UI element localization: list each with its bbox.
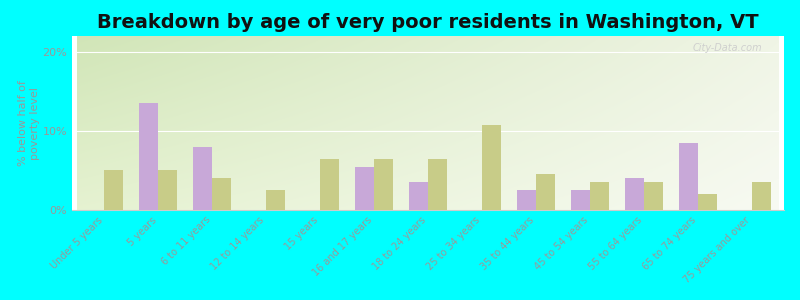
Title: Breakdown by age of very poor residents in Washington, VT: Breakdown by age of very poor residents … [97, 13, 759, 32]
Bar [409, 182, 428, 210]
Bar [139, 103, 158, 210]
Bar [571, 190, 590, 210]
Bar [679, 143, 698, 210]
Bar [212, 178, 231, 210]
Bar [158, 170, 177, 210]
Bar [266, 190, 285, 210]
Bar [320, 159, 339, 210]
Bar [104, 170, 123, 210]
Bar [355, 167, 374, 210]
Bar [644, 182, 662, 210]
Text: City-Data.com: City-Data.com [693, 43, 762, 53]
Bar [428, 159, 447, 210]
Bar [194, 147, 212, 210]
Bar [482, 124, 501, 210]
Y-axis label: % below half of
poverty level: % below half of poverty level [18, 80, 40, 166]
Bar [536, 174, 554, 210]
Bar [698, 194, 717, 210]
Bar [752, 182, 770, 210]
Bar [374, 159, 393, 210]
Bar [590, 182, 609, 210]
Bar [517, 190, 536, 210]
Bar [625, 178, 644, 210]
